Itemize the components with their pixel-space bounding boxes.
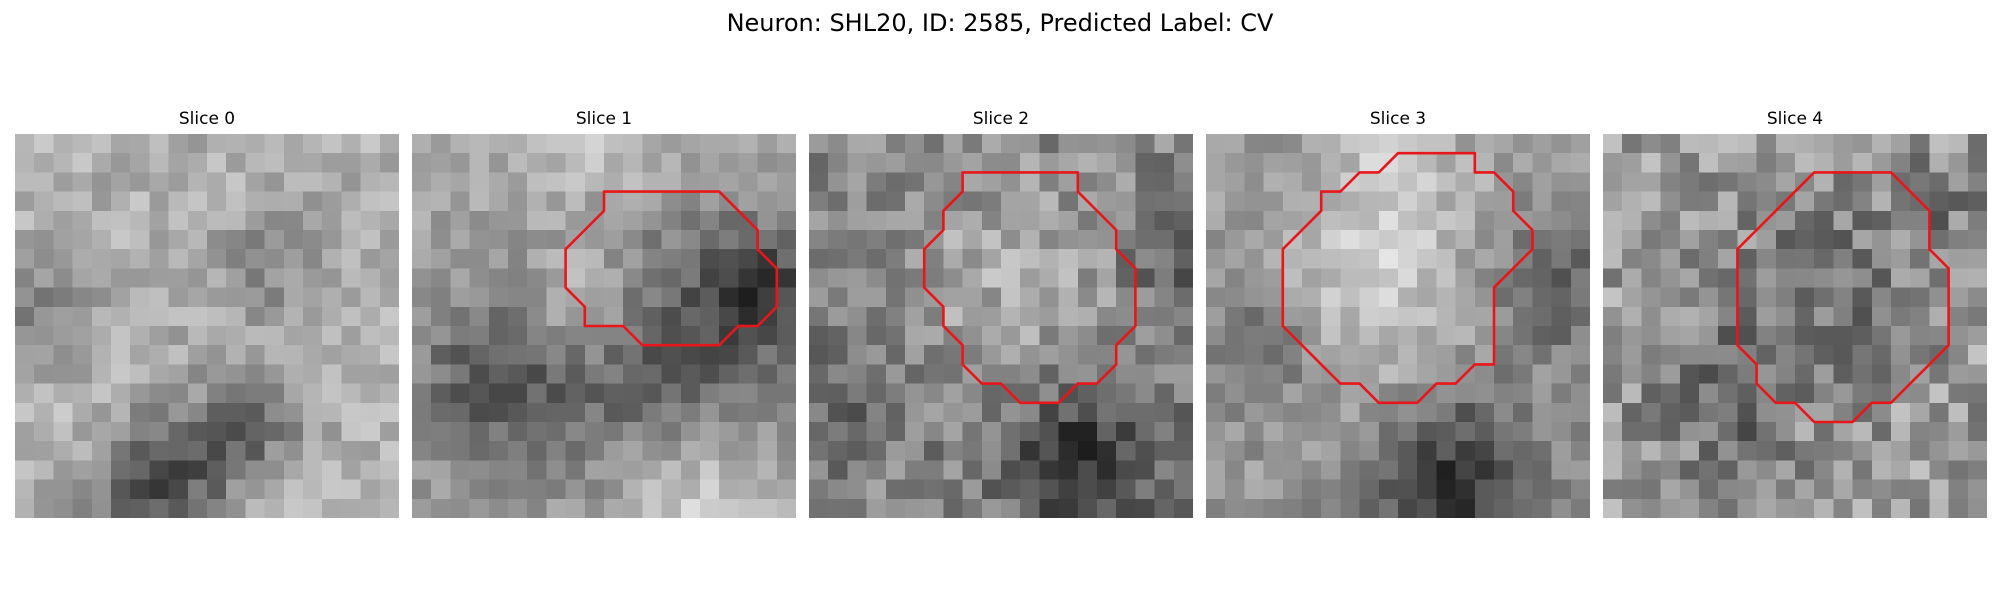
roi-contour bbox=[566, 192, 777, 346]
slice-title: Slice 0 bbox=[178, 109, 236, 129]
slice-panel-3: Slice 3 bbox=[1206, 0, 1590, 600]
slice-image bbox=[1206, 134, 1590, 518]
roi-contour bbox=[1737, 172, 1948, 422]
contour-overlay bbox=[1603, 134, 1987, 518]
contour-overlay bbox=[809, 134, 1193, 518]
contour-overlay bbox=[15, 134, 399, 518]
slice-image bbox=[809, 134, 1193, 518]
slice-panel-1: Slice 1 bbox=[412, 0, 796, 600]
slice-panel-4: Slice 4 bbox=[1603, 0, 1987, 600]
slice-panel-2: Slice 2 bbox=[809, 0, 1193, 600]
slice-panel-0: Slice 0 bbox=[15, 0, 399, 600]
slice-image bbox=[1603, 134, 1987, 518]
slice-title: Slice 2 bbox=[972, 109, 1030, 129]
slice-title: Slice 4 bbox=[1766, 109, 1824, 129]
roi-contour bbox=[924, 172, 1135, 402]
roi-contour bbox=[1283, 153, 1533, 403]
contour-overlay bbox=[1206, 134, 1590, 518]
slice-title: Slice 1 bbox=[575, 109, 633, 129]
figure-title: Neuron: SHL20, ID: 2585, Predicted Label… bbox=[726, 9, 1274, 37]
slice-title: Slice 3 bbox=[1369, 109, 1427, 129]
contour-overlay bbox=[412, 134, 796, 518]
slice-image bbox=[15, 134, 399, 518]
